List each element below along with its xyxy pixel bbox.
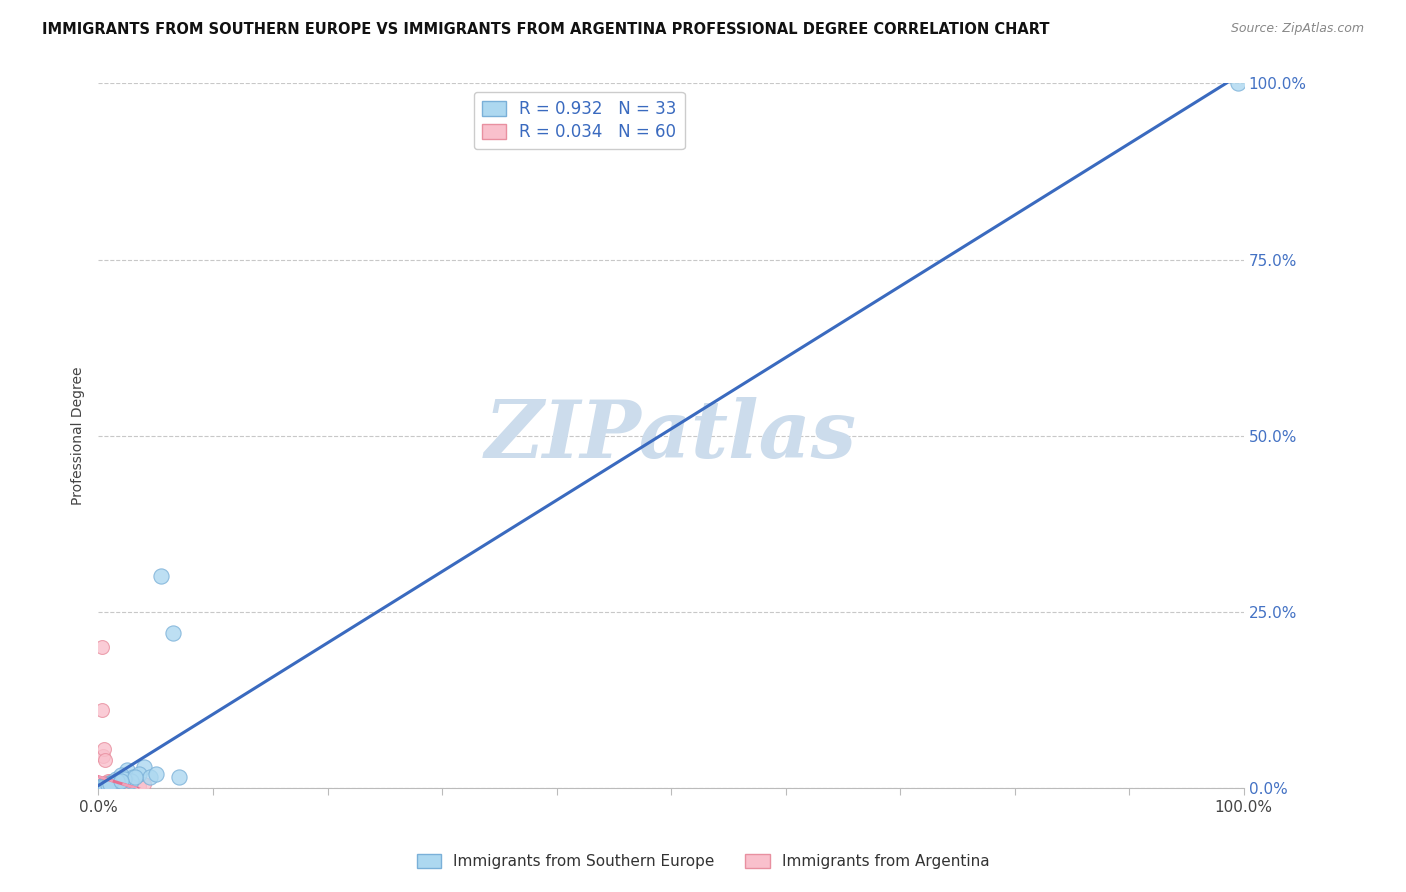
Point: [91, 779, 114, 793]
Point: [96, 778, 118, 792]
Point: [103, 773, 125, 788]
Point: [110, 777, 132, 791]
Point: [97, 777, 120, 791]
Point: [89, 780, 111, 794]
Point: [96, 776, 118, 790]
Point: [91, 779, 114, 793]
Point: [94, 779, 117, 793]
Point: [94, 753, 117, 767]
Point: [100, 777, 122, 791]
Point: [90, 779, 112, 793]
Point: [150, 569, 173, 583]
Point: [104, 772, 127, 787]
Point: [101, 777, 124, 791]
Point: [97, 778, 120, 792]
Point: [93, 779, 115, 793]
Point: [97, 775, 120, 789]
Text: Source: ZipAtlas.com: Source: ZipAtlas.com: [1230, 22, 1364, 36]
Point: [93, 779, 115, 793]
Point: [93, 778, 115, 792]
Point: [110, 768, 132, 782]
Point: [139, 770, 162, 784]
Point: [94, 779, 117, 793]
Point: [91, 776, 114, 790]
Point: [93, 780, 115, 794]
Point: [94, 779, 117, 793]
Y-axis label: Professional Degree: Professional Degree: [72, 367, 86, 505]
Text: IMMIGRANTS FROM SOUTHERN EUROPE VS IMMIGRANTS FROM ARGENTINA PROFESSIONAL DEGREE: IMMIGRANTS FROM SOUTHERN EUROPE VS IMMIG…: [42, 22, 1050, 37]
Point: [145, 766, 167, 780]
Point: [93, 777, 115, 791]
Point: [90, 780, 112, 794]
Point: [96, 776, 118, 790]
Point: [134, 759, 156, 773]
Point: [94, 779, 117, 793]
Point: [108, 775, 131, 789]
Point: [121, 770, 143, 784]
Legend: R = 0.932   N = 33, R = 0.034   N = 60: R = 0.932 N = 33, R = 0.034 N = 60: [474, 92, 685, 150]
Point: [98, 776, 121, 790]
Point: [90, 780, 112, 794]
Point: [91, 780, 114, 794]
Point: [93, 780, 115, 794]
Point: [128, 779, 150, 793]
Point: [110, 773, 132, 788]
Point: [1227, 77, 1250, 91]
Point: [101, 775, 124, 789]
Point: [96, 776, 118, 790]
Point: [104, 775, 127, 789]
Point: [90, 780, 112, 794]
Point: [97, 777, 120, 791]
Point: [90, 780, 112, 794]
Point: [91, 779, 114, 793]
Point: [101, 775, 124, 789]
Point: [128, 766, 150, 780]
Point: [90, 779, 112, 793]
Point: [124, 770, 146, 784]
Point: [115, 775, 138, 789]
Point: [93, 778, 115, 792]
Point: [91, 780, 114, 794]
Point: [97, 777, 120, 791]
Point: [98, 775, 121, 789]
Point: [93, 777, 115, 791]
Point: [97, 777, 120, 791]
Point: [97, 776, 120, 790]
Point: [94, 778, 117, 792]
Point: [91, 749, 114, 764]
Point: [91, 780, 114, 794]
Point: [90, 780, 112, 794]
Point: [97, 773, 120, 788]
Text: ZIPatlas: ZIPatlas: [485, 397, 858, 475]
Point: [93, 742, 115, 756]
Point: [115, 763, 138, 777]
Point: [112, 772, 135, 787]
Point: [105, 774, 128, 789]
Point: [90, 778, 112, 792]
Point: [94, 778, 117, 792]
Legend: Immigrants from Southern Europe, Immigrants from Argentina: Immigrants from Southern Europe, Immigra…: [411, 848, 995, 875]
Point: [97, 778, 120, 792]
Point: [162, 625, 184, 640]
Point: [134, 777, 156, 791]
Point: [98, 776, 121, 790]
Point: [90, 779, 112, 793]
Point: [90, 780, 112, 794]
Point: [98, 777, 121, 791]
Point: [98, 773, 121, 788]
Point: [90, 640, 112, 654]
Point: [108, 773, 131, 788]
Point: [90, 780, 112, 794]
Point: [120, 773, 142, 788]
Point: [96, 778, 118, 792]
Point: [97, 776, 120, 790]
Point: [97, 778, 120, 792]
Point: [167, 770, 190, 784]
Point: [104, 776, 127, 790]
Point: [94, 779, 117, 793]
Point: [90, 703, 112, 717]
Point: [91, 779, 114, 793]
Point: [103, 776, 125, 790]
Point: [97, 777, 120, 791]
